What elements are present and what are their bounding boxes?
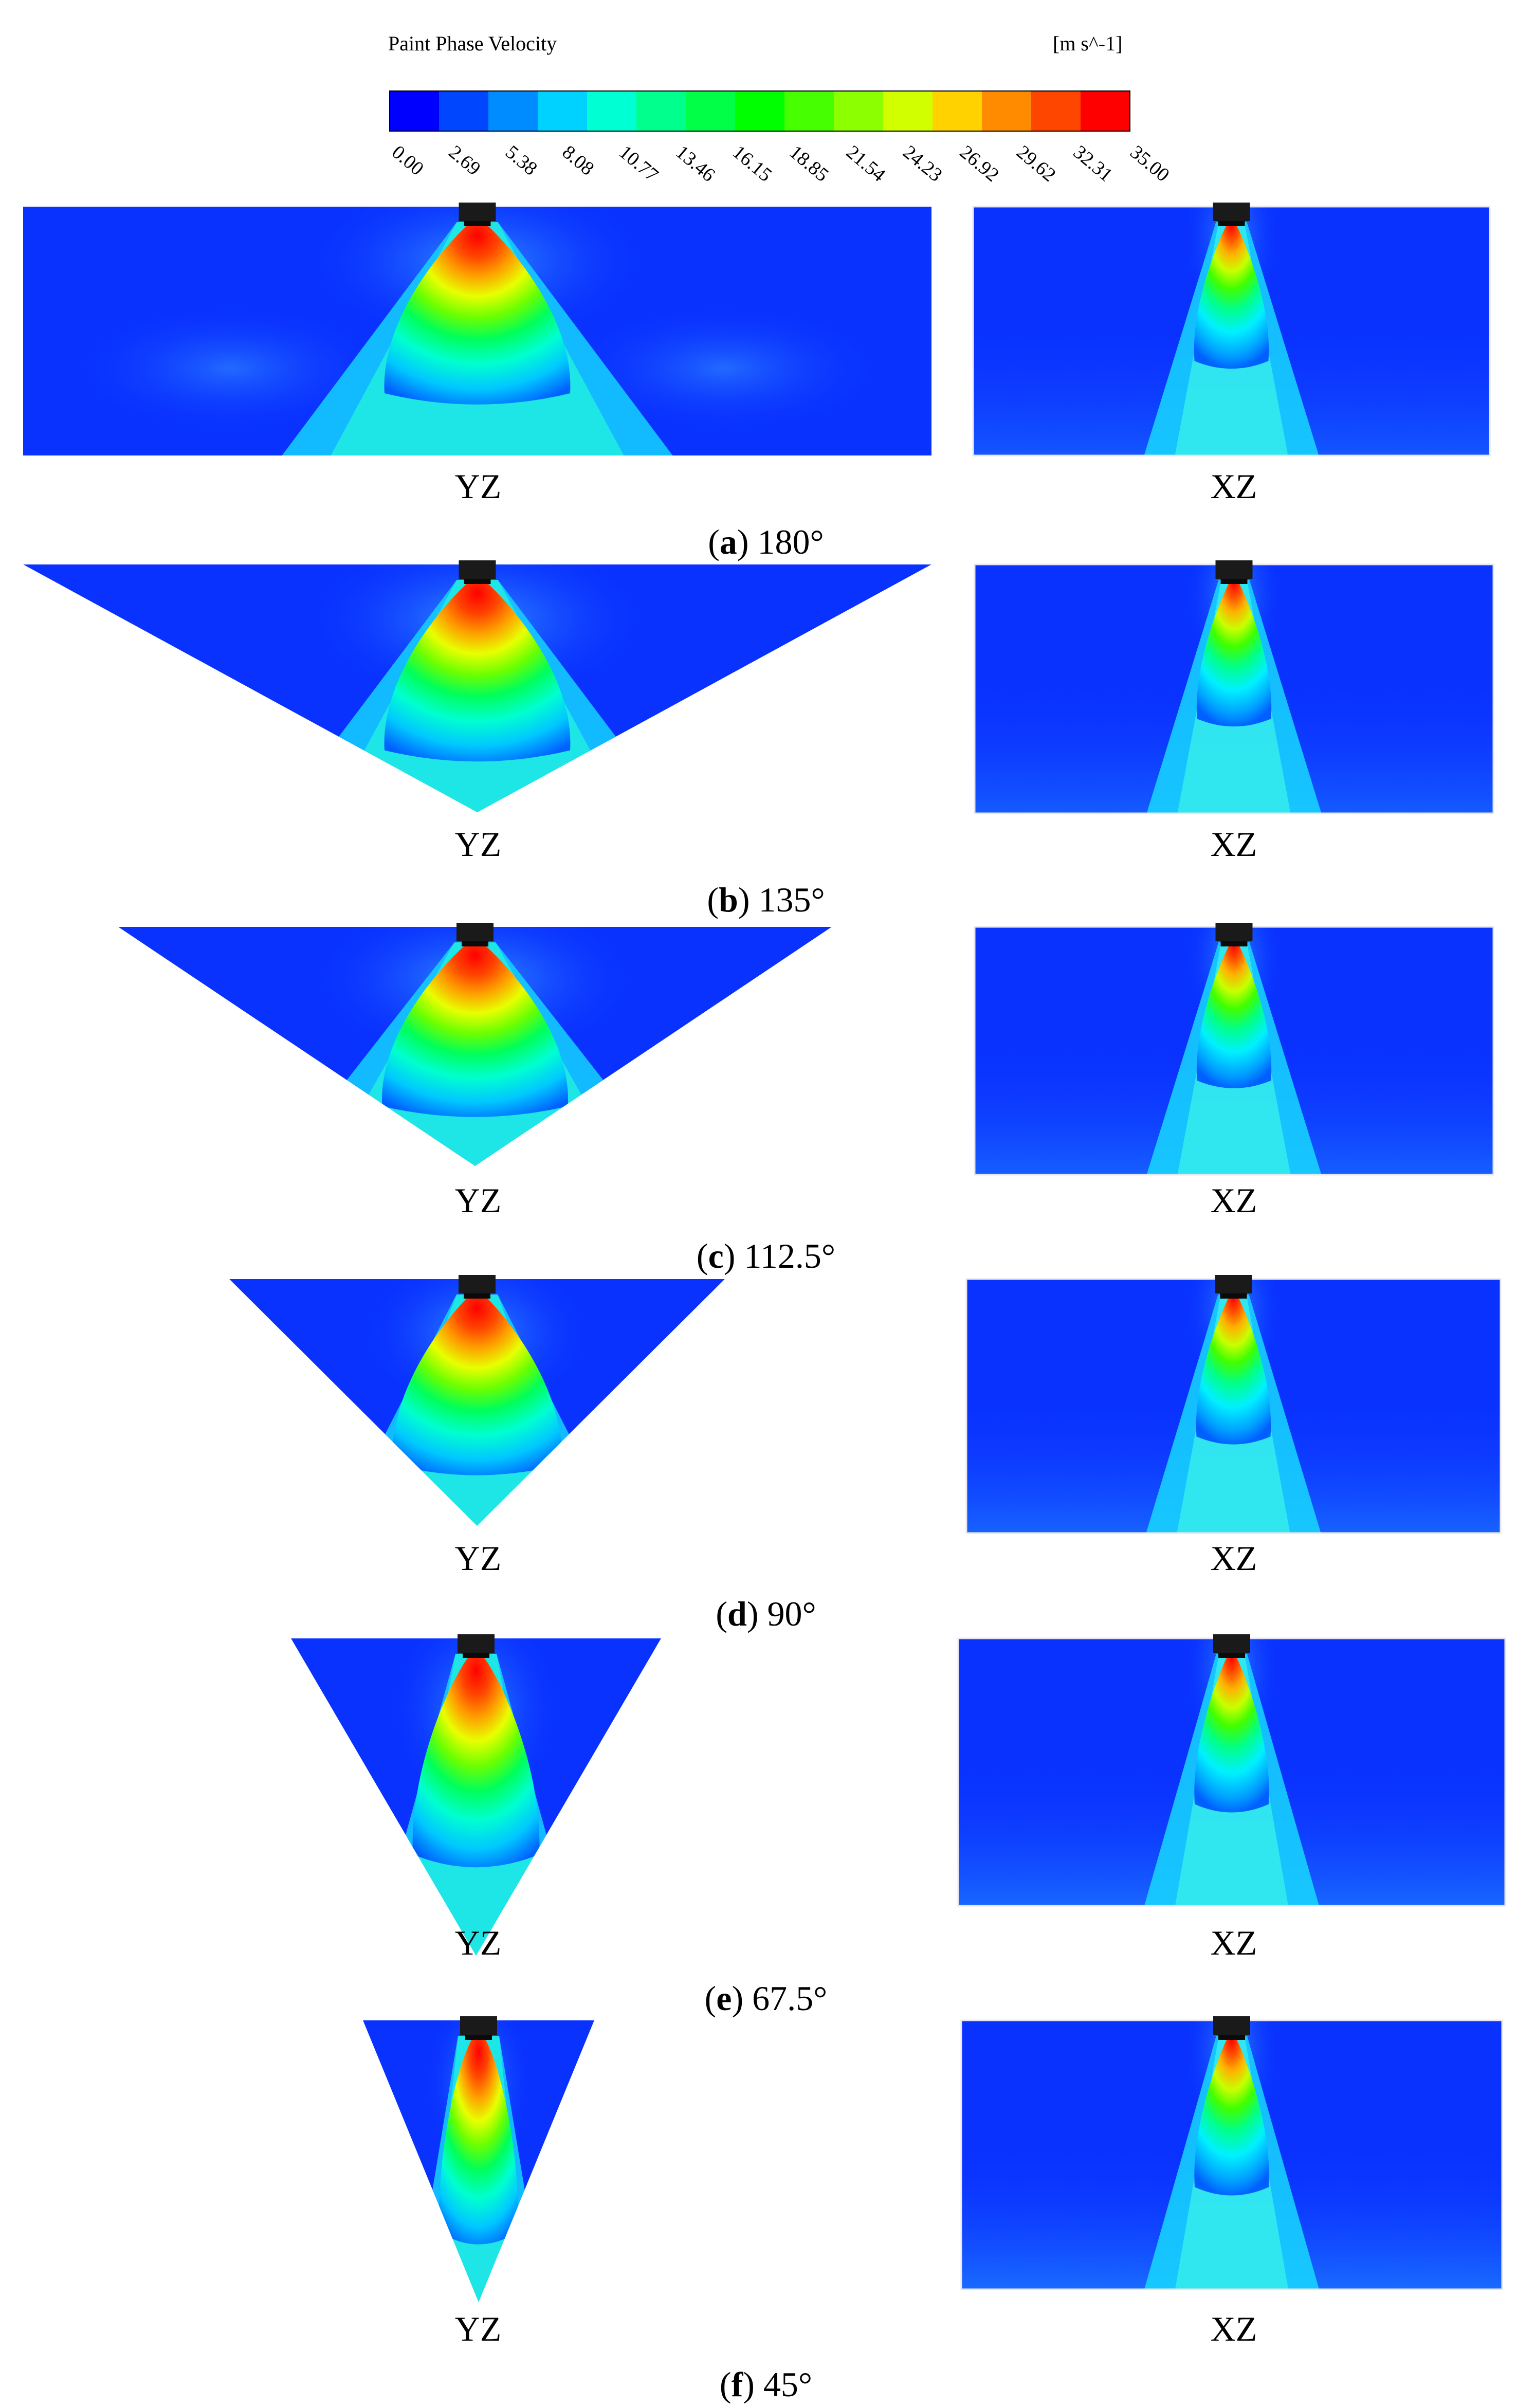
xz-plume (1194, 216, 1269, 369)
nozzle (1215, 1275, 1252, 1293)
panel-angle: 67.5° (752, 1979, 827, 2018)
panel-angle: 90° (767, 1594, 816, 1633)
yz-plume (384, 575, 571, 762)
panel-caption: (e) 67.5° (705, 1979, 828, 2018)
nozzle (460, 2016, 497, 2035)
colorbar-tick-label: 35.00 (1126, 141, 1173, 186)
colorbar-tick-label: 13.46 (672, 141, 719, 186)
nozzle (1213, 2016, 1250, 2035)
yz-view-label: YZ (455, 1539, 502, 1578)
panel-letter: d (727, 1594, 747, 1633)
colorbar-tick-label: 32.31 (1069, 141, 1117, 186)
panel-a: YZ XZ (a) 180° (23, 203, 1491, 561)
velocity-contour-panels: YZ XZ(a) 180°YZ XZ(b) 135°YZ XZ(c) 112.5°YZ… (23, 203, 1506, 2404)
panel-d: YZ XZ (d) 90° (229, 1275, 1502, 1633)
colorbar-tick-label: 2.69 (445, 141, 485, 180)
nozzle (459, 560, 496, 579)
yz-plume (438, 2031, 519, 2245)
yz-plume (392, 1289, 562, 1475)
yz-view-label: YZ (455, 467, 502, 506)
nozzle (456, 923, 494, 941)
panel-letter: c (708, 1236, 724, 1275)
panel-caption: (b) 135° (707, 880, 825, 919)
panel-caption: (d) 90° (716, 1594, 816, 1633)
legend-title: Paint Phase Velocity (388, 32, 557, 55)
xz-view-label: XZ (1211, 1181, 1257, 1220)
panel-letter: a (720, 522, 737, 561)
legend-units: [m s^-1] (1053, 32, 1122, 55)
xz-view-label: XZ (1211, 1539, 1257, 1578)
colorbar-tick-label: 26.92 (956, 141, 1003, 186)
panel-angle: 45° (763, 2365, 812, 2404)
colorbar-legend: Paint Phase Velocity [m s^-1] 0.00 2.69 5.… (388, 32, 1173, 186)
colorbar-tick-label: 24.23 (899, 141, 946, 186)
nozzle (1213, 203, 1250, 221)
panel-letter: b (719, 880, 738, 919)
panel-caption: (c) 112.5° (697, 1236, 835, 1275)
yz-view-label: YZ (455, 825, 502, 864)
colorbar (389, 90, 1130, 132)
xz-view-label: XZ (1211, 2309, 1257, 2348)
panel-angle: 135° (758, 880, 825, 919)
colorbar-tick-label: 5.38 (501, 141, 541, 180)
panel-b: YZ XZ (b) 135° (23, 560, 1494, 919)
panel-letter: f (732, 2365, 744, 2404)
colorbar-tick-label: 10.77 (615, 141, 662, 186)
colorbar-tick-label: 29.62 (1012, 141, 1059, 186)
xz-view-label: XZ (1211, 467, 1257, 506)
colorbar-tick-label: 0.00 (388, 141, 428, 180)
xz-plume (1194, 1648, 1269, 1813)
xz-plume (1194, 2030, 1269, 2196)
xz-plume (1196, 574, 1272, 727)
colorbar-tick-label: 8.08 (558, 141, 598, 180)
colorbar-tick-label: 18.85 (785, 141, 832, 186)
nozzle (1213, 1634, 1250, 1653)
colorbar-tick-label: 16.15 (728, 141, 776, 186)
colorbar-tick-label: 21.54 (842, 141, 889, 186)
nozzle (458, 1634, 495, 1653)
yz-view-label: YZ (455, 1923, 502, 1962)
xz-plume (1196, 936, 1272, 1088)
panel-angle: 112.5° (744, 1236, 835, 1275)
yz-view-label: YZ (455, 2309, 502, 2348)
nozzle (459, 1275, 496, 1293)
yz-plume (382, 937, 568, 1117)
xz-plume (1196, 1288, 1271, 1445)
yz-view-label: YZ (455, 1181, 502, 1220)
nozzle (459, 203, 496, 221)
xz-view-label: XZ (1211, 1923, 1257, 1962)
panel-c: YZ XZ (c) 112.5° (118, 923, 1494, 1275)
panel-f: YZ XZ (f) 45° (363, 2016, 1503, 2404)
xz-view-label: XZ (1211, 825, 1257, 864)
panel-angle: 180° (758, 522, 824, 561)
colorbar-tick-labels: 0.00 2.69 5.38 8.08 10.77 13.46 16.15 18.85 21.5… (388, 141, 1173, 186)
yz-plume (384, 217, 571, 405)
panel-caption: (a) 180° (708, 522, 824, 561)
panel-caption: (f) 45° (720, 2365, 812, 2404)
panel-letter: e (716, 1979, 732, 2018)
nozzle (1215, 923, 1253, 941)
yz-plume (412, 1649, 540, 1868)
nozzle (1215, 560, 1253, 579)
panel-e: YZ XZ (e) 67.5° (291, 1634, 1506, 2018)
